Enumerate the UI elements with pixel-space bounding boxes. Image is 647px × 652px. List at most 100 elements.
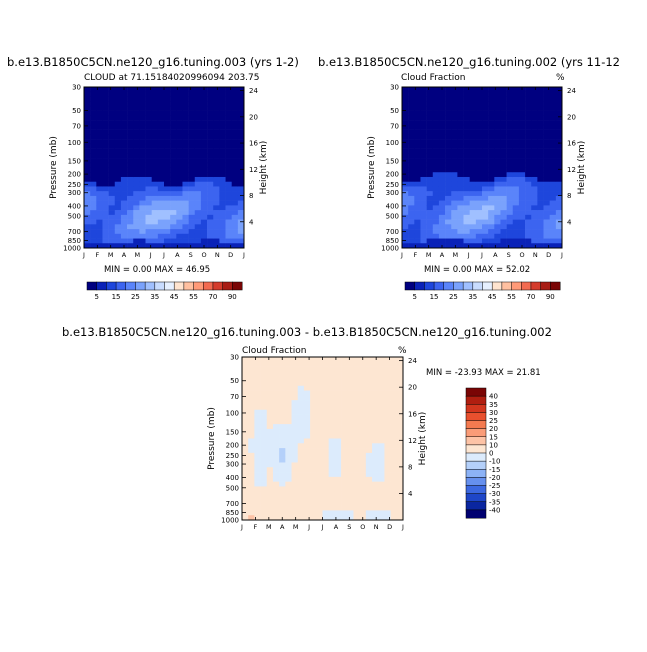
field-cell — [378, 419, 385, 425]
field-cell — [219, 115, 226, 121]
field-cell — [279, 400, 286, 406]
field-cell — [108, 243, 116, 249]
field-cell — [402, 124, 409, 130]
field-cell — [207, 120, 214, 126]
field-cell — [303, 505, 311, 511]
height-tick-label: 4 — [249, 218, 254, 226]
colorbar-swatch — [144, 281, 156, 291]
field-cell — [359, 376, 367, 382]
field-cell — [176, 229, 183, 235]
field-cell — [451, 186, 458, 192]
pressure-tick-label: 300 — [68, 189, 81, 197]
pressure-tick-label: 700 — [226, 500, 239, 508]
field-cell — [291, 414, 299, 420]
field-cell — [518, 233, 526, 239]
colorbar-label: 15 — [430, 293, 439, 301]
field-cell — [341, 380, 348, 387]
field-cell — [402, 224, 409, 230]
field-cell — [555, 153, 563, 159]
field-cell — [365, 419, 373, 425]
field-cell — [457, 224, 464, 230]
field-cell — [242, 491, 249, 497]
field-cell — [408, 181, 415, 187]
field-cell — [549, 134, 557, 140]
field-cell — [543, 200, 550, 206]
field-cell — [384, 443, 391, 449]
field-cell — [157, 153, 165, 159]
field-cell — [390, 443, 398, 449]
field-cell — [438, 233, 446, 239]
field-cell — [512, 139, 520, 145]
field-cell — [469, 233, 477, 239]
field-cell — [164, 124, 171, 130]
field-cell — [176, 124, 183, 130]
field-cell — [414, 143, 421, 149]
field-cell — [297, 380, 305, 387]
field-cell — [525, 186, 532, 192]
field-cell — [139, 129, 146, 135]
field-cell — [303, 428, 311, 434]
field-cell — [334, 476, 342, 482]
field-cell — [475, 167, 483, 173]
field-cell — [353, 390, 360, 396]
field-cell — [512, 238, 520, 244]
field-cell — [194, 124, 202, 130]
field-cell — [225, 176, 232, 183]
field-cell — [310, 505, 317, 511]
field-cell — [90, 167, 97, 173]
field-cell — [512, 229, 520, 235]
field-cell — [537, 87, 544, 93]
field-cell — [237, 195, 245, 201]
field-cell — [297, 462, 305, 468]
colorbar-diff-label: 25 — [489, 417, 498, 425]
field-cell — [469, 219, 477, 225]
field-cell — [365, 404, 373, 411]
field-cell — [176, 214, 183, 220]
field-cell — [170, 172, 177, 178]
field-cell — [414, 120, 421, 126]
field-cell — [225, 200, 232, 206]
colorbar-swatch — [154, 281, 165, 291]
month-tick-label: M — [108, 251, 114, 259]
field-cell — [108, 101, 116, 107]
field-cell — [384, 400, 391, 406]
field-cell — [445, 91, 452, 97]
field-cell — [151, 176, 159, 183]
field-cell — [494, 210, 501, 216]
field-cell — [482, 238, 489, 244]
field-cell — [219, 139, 226, 145]
field-cell — [463, 129, 470, 135]
field-cell — [420, 129, 427, 135]
field-cell — [549, 224, 557, 230]
field-cell — [347, 481, 354, 487]
field-cell — [291, 424, 299, 430]
field-cell — [482, 233, 489, 239]
field-cell — [139, 243, 146, 249]
field-cell — [127, 224, 134, 230]
field-cell — [414, 233, 421, 239]
field-cell — [359, 424, 367, 430]
field-cell — [260, 443, 268, 449]
field-cell — [213, 139, 220, 145]
field-cell — [237, 162, 245, 168]
field-cell — [420, 181, 427, 187]
field-cell — [260, 371, 268, 377]
field-cell — [84, 134, 91, 140]
field-cell — [420, 153, 427, 159]
field-cell — [114, 191, 122, 197]
field-cell — [213, 96, 220, 102]
field-cell — [310, 457, 317, 463]
field-cell — [260, 400, 268, 406]
field-cell — [310, 452, 317, 458]
field-cell — [488, 143, 495, 149]
field-cell — [359, 414, 367, 420]
field-cell — [463, 134, 470, 140]
field-cell — [445, 101, 452, 107]
field-cell — [207, 87, 214, 93]
field-cell — [488, 243, 495, 249]
colorbar-diff-swatch — [465, 428, 487, 438]
field-cell — [372, 409, 379, 415]
field-cell — [272, 428, 280, 434]
field-cell — [408, 186, 415, 192]
field-cell — [231, 167, 239, 173]
